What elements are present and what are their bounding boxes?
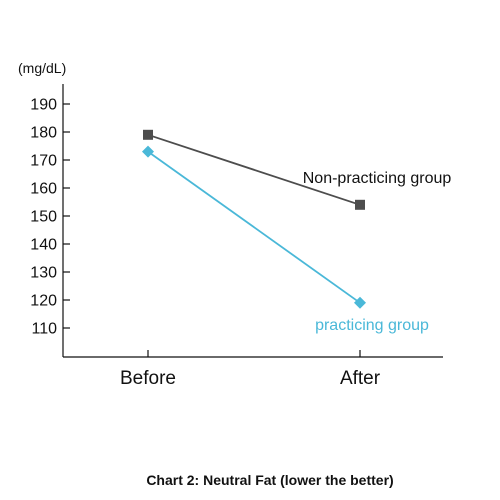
y-tick-label: 180 bbox=[30, 125, 57, 142]
series-line bbox=[147, 150, 361, 304]
x-category-label: Before bbox=[120, 368, 176, 389]
data-point-diamond bbox=[354, 296, 366, 309]
y-tick-label: 170 bbox=[30, 153, 57, 170]
y-tick-label: 120 bbox=[30, 293, 57, 310]
y-tick-label: 160 bbox=[30, 181, 57, 198]
series-layer: Non-practicing group practicing group bbox=[142, 129, 452, 334]
x-category-label: After bbox=[340, 368, 381, 389]
series-1: Non-practicing group bbox=[143, 129, 452, 210]
y-tick-label: 110 bbox=[31, 321, 57, 338]
y-axis-ticks: 110 120 130 140 150 160 170 180 190 bbox=[30, 97, 70, 338]
series-line bbox=[147, 133, 361, 206]
x-axis-ticks: Before After bbox=[120, 350, 381, 389]
data-point-diamond bbox=[142, 145, 154, 158]
data-point-square bbox=[355, 199, 365, 210]
y-tick-label: 190 bbox=[30, 97, 57, 114]
axes bbox=[62, 84, 443, 358]
series-label: practicing group bbox=[315, 317, 429, 334]
chart-caption: Chart 2: Neutral Fat (lower the better) bbox=[146, 472, 393, 488]
data-point-square bbox=[143, 129, 153, 140]
series-2: practicing group bbox=[142, 145, 429, 334]
y-tick-label: 140 bbox=[30, 237, 57, 254]
y-unit-label: (mg/dL) bbox=[18, 60, 66, 76]
y-tick-label: 130 bbox=[30, 265, 57, 282]
y-tick-label: 150 bbox=[30, 209, 57, 226]
series-label: Non-practicing group bbox=[303, 170, 452, 187]
